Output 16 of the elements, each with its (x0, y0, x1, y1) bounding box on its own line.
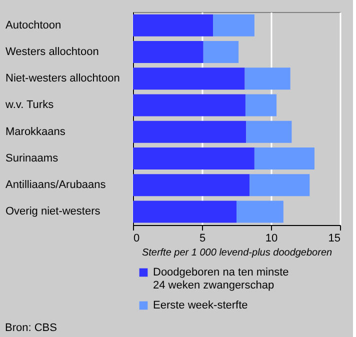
x-tick-label: 15 (328, 232, 340, 244)
legend-label: Doodgeboren na ten minste 24 weken zwangerschap (153, 266, 289, 292)
y-tick-label: Overig niet-westers (6, 206, 101, 218)
text: Bron: CBS (5, 322, 57, 334)
y-tick-label: w.v. Turks (4, 99, 54, 112)
legend-label: Eerste week-sterfte (153, 300, 248, 312)
x-tick-label: 0 (134, 232, 140, 244)
y-tick-label: Antilliaans/Arubaans (6, 179, 106, 192)
y-tick-label: Autochtoon (6, 19, 62, 32)
x-tick-label: 10 (265, 232, 278, 244)
y-tick-label: Marokkaans (6, 126, 66, 138)
y-tick-label: Surinaams (6, 152, 59, 164)
y-tick-label: Westers allochtoon (6, 46, 99, 58)
x-tick-label: 5 (199, 232, 206, 244)
x-axis-title: Sterfte per 1 000 levend-plus doodgeboren (142, 248, 333, 258)
y-tick-label: Niet-westers allochtoon (6, 72, 120, 85)
